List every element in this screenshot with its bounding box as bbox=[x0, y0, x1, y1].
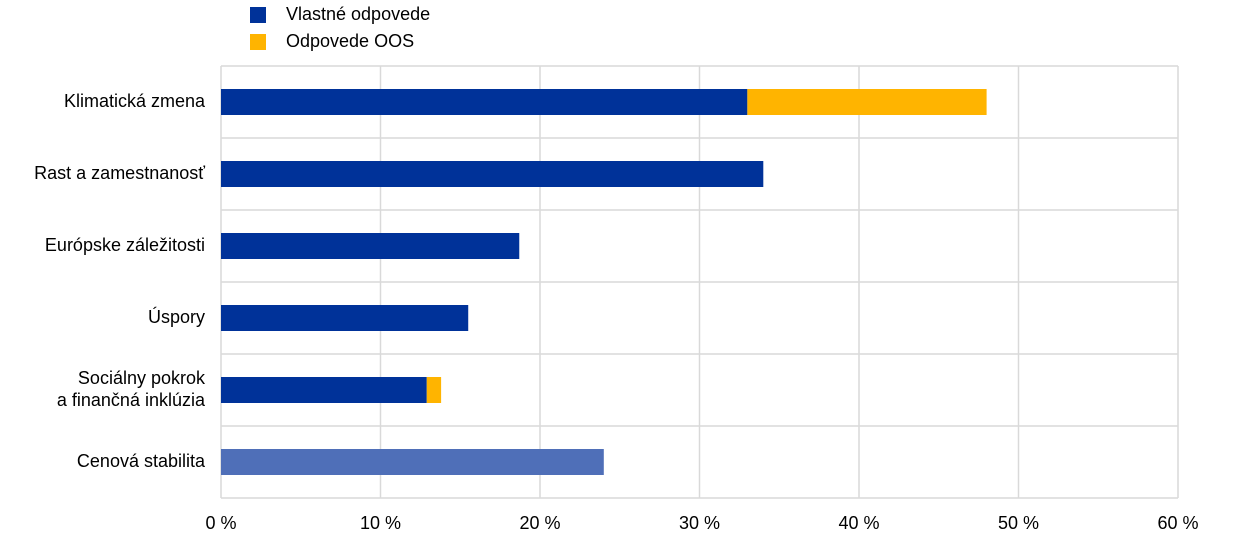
x-tick-label: 10 % bbox=[360, 513, 401, 533]
x-tick-label: 30 % bbox=[679, 513, 720, 533]
legend-swatch bbox=[250, 34, 266, 50]
y-tick-label: Sociálny pokrok a finančná inklúzia bbox=[57, 368, 206, 410]
bar-segment bbox=[221, 233, 520, 259]
bar-segment bbox=[221, 89, 748, 115]
y-tick-label: Cenová stabilita bbox=[77, 451, 206, 471]
y-tick-label: Rast a zamestnanosť bbox=[34, 163, 205, 183]
y-tick-label: Klimatická zmena bbox=[64, 91, 206, 111]
x-tick-label: 60 % bbox=[1157, 513, 1198, 533]
bar-segment bbox=[221, 377, 427, 403]
bar-segment bbox=[221, 305, 469, 331]
bar-segment bbox=[221, 161, 764, 187]
x-tick-label: 40 % bbox=[838, 513, 879, 533]
bar-segment bbox=[221, 449, 604, 475]
x-tick-label: 50 % bbox=[998, 513, 1039, 533]
y-tick-label: Európske záležitosti bbox=[45, 235, 205, 255]
legend-label: Vlastné odpovede bbox=[286, 4, 430, 24]
legend-swatch bbox=[250, 7, 266, 23]
legend-label: Odpovede OOS bbox=[286, 31, 414, 51]
x-tick-label: 20 % bbox=[519, 513, 560, 533]
y-tick-label: Úspory bbox=[148, 306, 205, 327]
bar-segment bbox=[747, 89, 987, 115]
x-tick-label: 0 % bbox=[205, 513, 236, 533]
bar-segment bbox=[426, 377, 442, 403]
